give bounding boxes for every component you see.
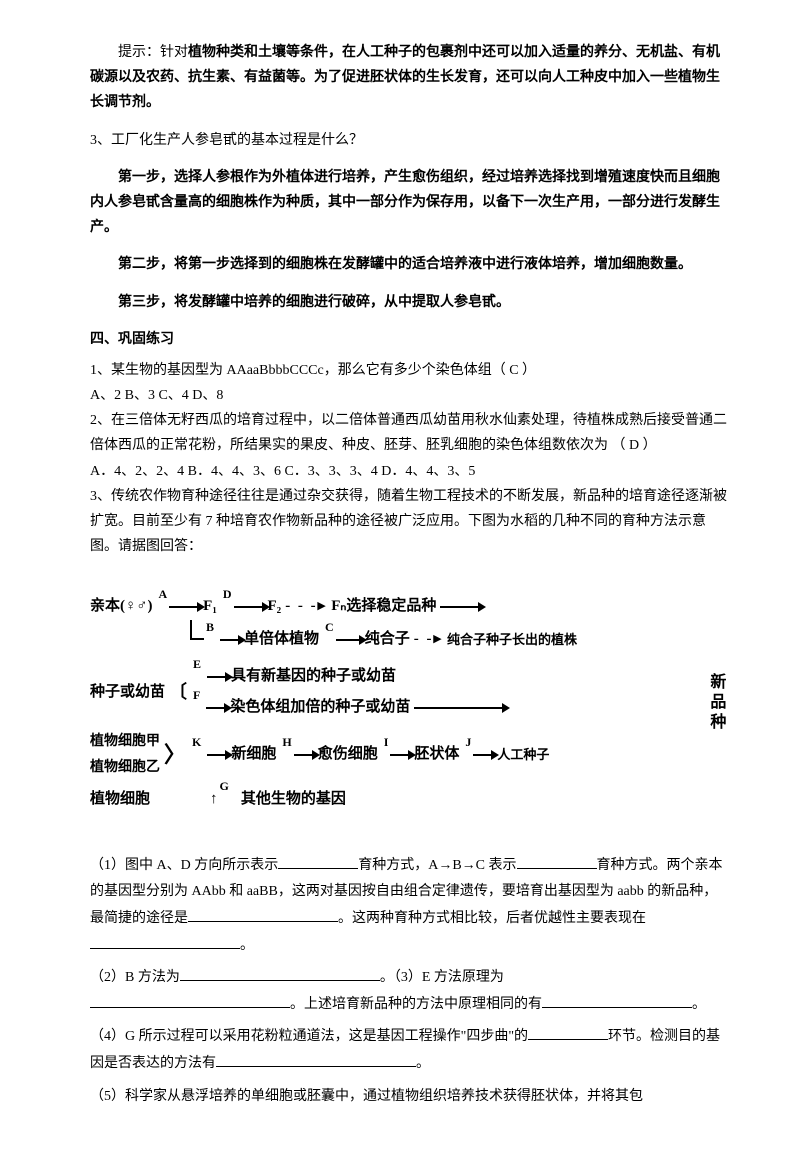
node-othergene: 其他生物的基因 — [241, 786, 346, 813]
diagram-row-5: 植物细胞甲 植物细胞乙 〉 K 新细胞 H 愈伤细胞 I 胚状体 J 人工种子 — [90, 729, 700, 779]
branch-icon: 〔 — [169, 676, 187, 708]
blank — [278, 855, 358, 869]
breeding-diagram: 亲本(♀♂) A F₁ D F₂ - - -▸ Fₙ选择稳定品种 B 单倍体植物… — [90, 577, 730, 828]
label-k: K — [192, 732, 201, 754]
diagram-row-3: 种子或幼苗 〔 E 具有新基因的种子或幼苗 F 染色体组加倍的种子或幼苗 — [90, 663, 700, 721]
hint-paragraph: 提示：针对植物种类和土壤等条件，在人工种子的包裹剂中还可以加入适量的养分、无机盐… — [90, 40, 730, 116]
diagram-row-6: 植物细胞 ↑ G 其他生物的基因 — [90, 786, 700, 813]
node-haploid: 单倍体植物 — [244, 626, 319, 653]
dots: - - -▸ — [285, 593, 327, 620]
p2: 2、在三倍体无籽西瓜的培育过程中，以二倍体普通西瓜幼苗用秋水仙素处理，待植株成熟… — [90, 408, 730, 458]
node-f2: F₂ — [268, 593, 282, 620]
label-f: F — [193, 685, 200, 707]
node-cell1: 植物细胞甲 — [90, 729, 160, 754]
label-e: E — [193, 654, 201, 676]
blank — [90, 935, 240, 949]
p1: 1、某生物的基因型为 AAaaBbbbCCCc，那么它有多少个染色体组（ C ） — [90, 358, 730, 383]
node-embryo: 胚状体 — [414, 741, 459, 768]
step3: 第三步，将发酵罐中培养的细胞进行破碎，从中提取人参皂甙。 — [90, 290, 730, 315]
label-d: D — [223, 584, 232, 606]
sub-q2-3: （2）B 方法为。（3）E 方法原理为 。上述培育新品种的方法中原理相同的有。 — [90, 965, 730, 1018]
p1-opts: A、2 B、3 C、4 D、8 — [90, 383, 730, 408]
blank — [542, 994, 692, 1008]
diagram-row-2: B 单倍体植物 C 纯合子 - -▸ 纯合子种子长出的植株 — [190, 626, 700, 653]
p2-opts: A．4、2、2、4 B．4、4、3、6 C．3、3、3、4 D．4、4、3、5 — [90, 459, 730, 484]
node-cell3: 植物细胞 — [90, 786, 150, 813]
label-j: J — [465, 732, 471, 754]
blank — [90, 994, 290, 1008]
label-a: A — [159, 584, 168, 606]
node-artseed: 人工种子 — [497, 747, 549, 763]
q3-title: 3、工厂化生产人参皂甙的基本过程是什么？ — [90, 128, 730, 153]
merge-icon: 〉 — [164, 735, 186, 775]
node-seed: 种子或幼苗 — [90, 679, 165, 706]
blank — [188, 908, 338, 922]
sub-q5: （5）科学家从悬浮培养的单细胞或胚囊中，通过植物组织培养技术获得胚状体，并将其包 — [90, 1084, 730, 1111]
node-newvar: 新品种 — [700, 587, 730, 818]
label-h: H — [282, 732, 291, 754]
node-newgene: 具有新基因的种子或幼苗 — [231, 663, 396, 690]
node-newcell: 新细胞 — [231, 741, 276, 768]
blank — [180, 967, 380, 981]
node-parent: 亲本(♀♂) — [90, 593, 153, 620]
node-polyploid: 染色体组加倍的种子或幼苗 — [230, 694, 410, 721]
step1: 第一步，选择人参根作为外植体进行培养，产生愈伤组织，经过培养选择找到增殖速度快而… — [90, 165, 730, 241]
label-b: B — [206, 617, 214, 639]
sub-q1: （1）图中 A、D 方向所示表示育种方式，A→B→C 表示育种方式。两个亲本的基… — [90, 853, 730, 959]
label-i: I — [384, 732, 389, 754]
node-pure: 纯合子 — [365, 626, 410, 653]
node-callus: 愈伤细胞 — [318, 741, 378, 768]
p3: 3、传统农作物育种途径往往是通过杂交获得，随着生物工程技术的不断发展，新品种的培… — [90, 484, 730, 560]
node-fn: Fₙ选择稳定品种 — [331, 593, 436, 620]
step2: 第二步，将第一步选择到的细胞株在发酵罐中的适合培养液中进行液体培养，增加细胞数量… — [90, 252, 730, 277]
blank — [216, 1053, 416, 1067]
node-cell2: 植物细胞乙 — [90, 755, 160, 780]
sub-q4: （4）G 所示过程可以采用花粉粒通道法，这是基因工程操作"四步曲"的环节。检测目… — [90, 1024, 730, 1077]
label-g: G — [220, 776, 229, 798]
practice-title: 四、巩固练习 — [90, 327, 730, 352]
node-pure-seed: 纯合子种子长出的植株 — [447, 632, 577, 648]
blank — [528, 1026, 608, 1040]
label-c: C — [325, 617, 334, 639]
diagram-row-1: 亲本(♀♂) A F₁ D F₂ - - -▸ Fₙ选择稳定品种 — [90, 593, 700, 620]
blank — [517, 855, 597, 869]
hint-prefix: 提示：针对 — [118, 45, 188, 60]
